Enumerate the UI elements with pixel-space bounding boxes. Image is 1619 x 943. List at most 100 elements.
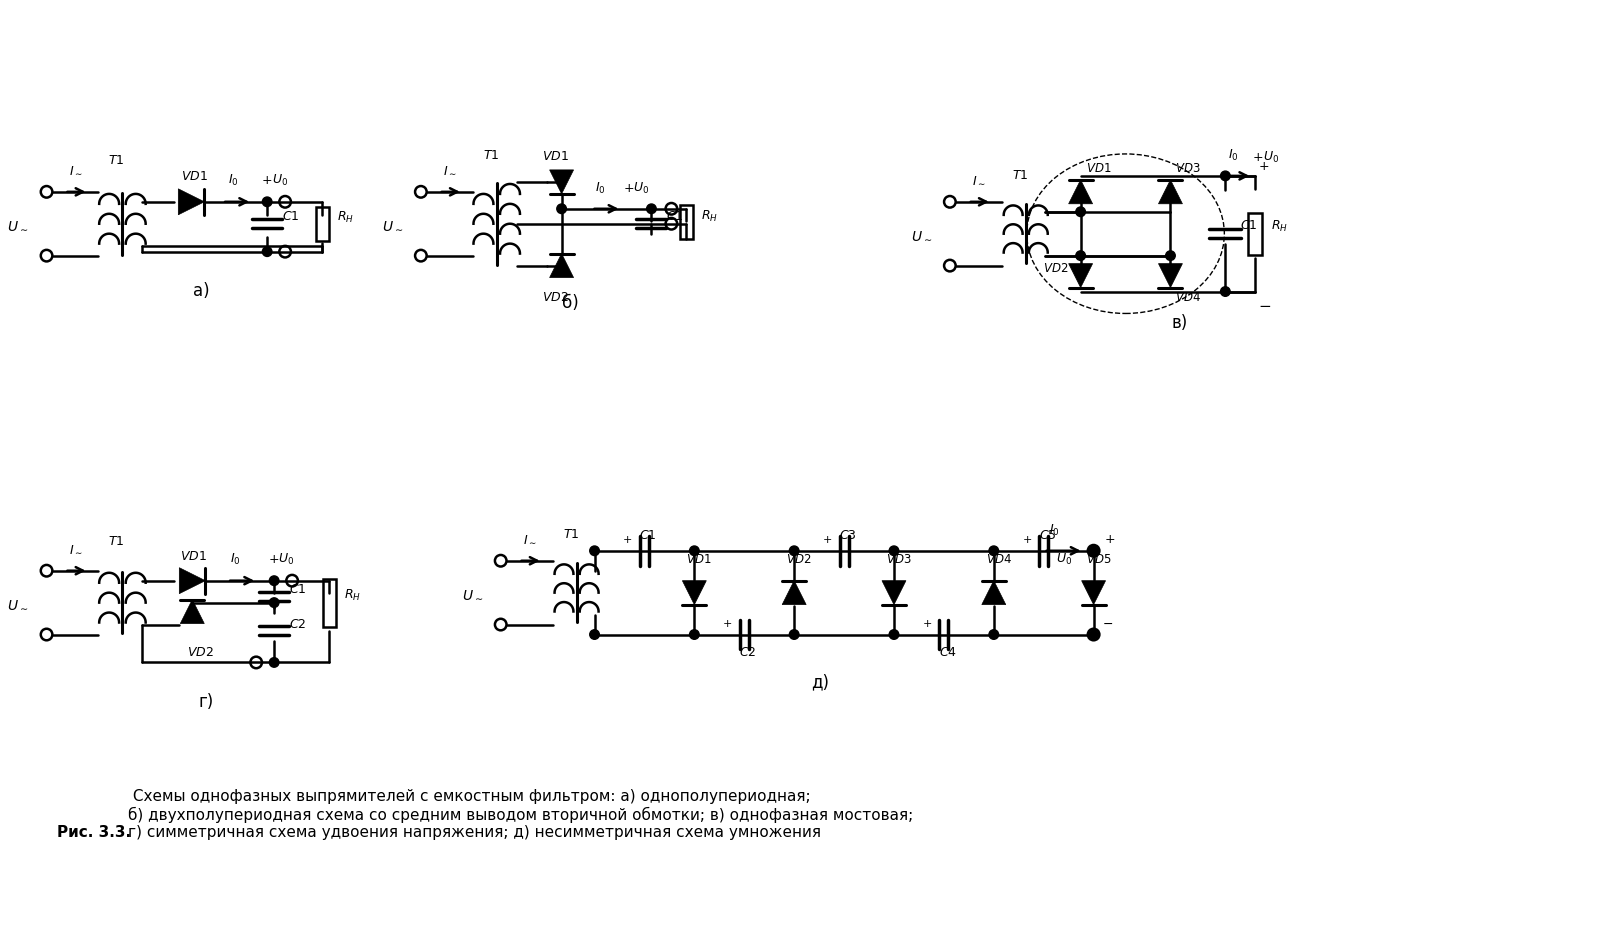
Polygon shape (1159, 180, 1182, 204)
Text: $U_0$: $U_0$ (278, 552, 295, 567)
Text: $T1$: $T1$ (562, 528, 580, 540)
Circle shape (1077, 251, 1085, 260)
Text: $C5$: $C5$ (1039, 529, 1056, 542)
Text: $VD1$: $VD1$ (686, 553, 712, 566)
Text: $I_0$: $I_0$ (1049, 522, 1059, 538)
Text: $+$: $+$ (1258, 160, 1269, 173)
Text: $+$: $+$ (722, 618, 732, 629)
Text: $-$: $-$ (1101, 617, 1112, 630)
Text: $VD4$: $VD4$ (986, 553, 1012, 566)
Text: $I_{\sim}$: $I_{\sim}$ (444, 164, 457, 177)
Text: $I_{\sim}$: $I_{\sim}$ (68, 543, 83, 555)
Text: $C4$: $C4$ (939, 647, 957, 659)
Polygon shape (782, 581, 806, 604)
Text: $VD1$: $VD1$ (1086, 162, 1111, 174)
Circle shape (589, 546, 599, 555)
Bar (316, 207, 329, 240)
Text: $I_{\sim}$: $I_{\sim}$ (68, 164, 83, 177)
Text: д): д) (811, 673, 829, 691)
Text: $U_{\sim}$: $U_{\sim}$ (8, 598, 29, 612)
Text: $R_H$: $R_H$ (701, 208, 719, 223)
Circle shape (989, 630, 999, 639)
Polygon shape (549, 254, 573, 277)
Polygon shape (1069, 180, 1093, 204)
Text: $U_{\sim}$: $U_{\sim}$ (911, 229, 933, 242)
Circle shape (1090, 630, 1098, 639)
Text: $VD3$: $VD3$ (886, 553, 911, 566)
Text: $VD1$: $VD1$ (542, 150, 568, 163)
Polygon shape (1069, 264, 1093, 288)
Polygon shape (1159, 264, 1182, 288)
Text: $U_{\sim}$: $U_{\sim}$ (382, 219, 403, 233)
Text: в): в) (1171, 314, 1188, 333)
Text: $C1$: $C1$ (1240, 219, 1258, 232)
Circle shape (889, 630, 899, 639)
Circle shape (646, 204, 656, 213)
Circle shape (790, 546, 798, 555)
Text: $C2$: $C2$ (740, 647, 756, 659)
Circle shape (262, 247, 272, 256)
Circle shape (269, 576, 278, 586)
Text: $+$: $+$ (822, 534, 832, 545)
Polygon shape (180, 600, 204, 623)
Text: $I_0$: $I_0$ (228, 173, 240, 188)
Polygon shape (1081, 581, 1106, 604)
Text: $U_0$: $U_0$ (272, 173, 288, 188)
Circle shape (1221, 287, 1230, 296)
Text: $C1$: $C1$ (640, 529, 657, 542)
Circle shape (989, 546, 999, 555)
Circle shape (1090, 546, 1098, 555)
Polygon shape (180, 568, 206, 594)
Polygon shape (882, 581, 907, 604)
Text: а): а) (193, 282, 209, 300)
Text: $R_H$: $R_H$ (1271, 219, 1289, 234)
Circle shape (1221, 171, 1230, 181)
Text: $T1$: $T1$ (482, 149, 499, 162)
Text: б): б) (562, 294, 580, 312)
Text: $VD1$: $VD1$ (181, 170, 209, 183)
Text: Схемы однофазных выпрямителей с емкостным фильтром: а) однополупериодная;
б) дву: Схемы однофазных выпрямителей с емкостны… (128, 788, 913, 840)
Polygon shape (981, 581, 1005, 604)
Circle shape (690, 630, 699, 639)
Text: $R_H$: $R_H$ (337, 209, 355, 224)
Bar (1248, 213, 1263, 255)
Text: $+$: $+$ (622, 534, 633, 545)
Text: $U_{\sim}$: $U_{\sim}$ (461, 587, 482, 602)
Text: Рис. 3.3.: Рис. 3.3. (57, 825, 131, 840)
Bar (322, 579, 335, 626)
Text: $C1$: $C1$ (667, 209, 683, 223)
Text: $C1$: $C1$ (290, 583, 306, 596)
Circle shape (269, 657, 278, 668)
Circle shape (690, 546, 699, 555)
Circle shape (557, 204, 567, 213)
Text: $R_H$: $R_H$ (343, 587, 361, 603)
Text: $+$: $+$ (1253, 151, 1263, 164)
Text: $-$: $-$ (1258, 297, 1271, 312)
Text: $+$: $+$ (1022, 534, 1031, 545)
Text: $T1$: $T1$ (108, 535, 125, 548)
Circle shape (589, 630, 599, 639)
Text: $VD2$: $VD2$ (1043, 261, 1069, 274)
Text: $U_0$: $U_0$ (1056, 552, 1072, 567)
Text: $+$: $+$ (1104, 533, 1115, 546)
Text: $T1$: $T1$ (1012, 169, 1028, 182)
Polygon shape (178, 189, 204, 215)
Text: $VD5$: $VD5$ (1086, 553, 1111, 566)
Text: $VD2$: $VD2$ (542, 290, 568, 304)
Text: $U_0$: $U_0$ (1263, 150, 1279, 165)
Text: $I_0$: $I_0$ (1229, 148, 1239, 163)
Text: $I_{\sim}$: $I_{\sim}$ (971, 174, 986, 187)
Text: $VD1$: $VD1$ (180, 550, 207, 563)
Text: $T1$: $T1$ (108, 154, 125, 167)
Circle shape (1166, 251, 1175, 260)
Circle shape (889, 546, 899, 555)
Text: $VD2$: $VD2$ (188, 647, 214, 659)
Text: $+$: $+$ (261, 174, 272, 187)
Text: г): г) (199, 693, 214, 711)
Text: $C2$: $C2$ (290, 618, 306, 631)
Text: $VD4$: $VD4$ (1175, 290, 1201, 304)
Polygon shape (549, 170, 573, 194)
Text: $+$: $+$ (269, 553, 280, 566)
Polygon shape (682, 581, 706, 604)
Text: $I_0$: $I_0$ (230, 552, 241, 567)
